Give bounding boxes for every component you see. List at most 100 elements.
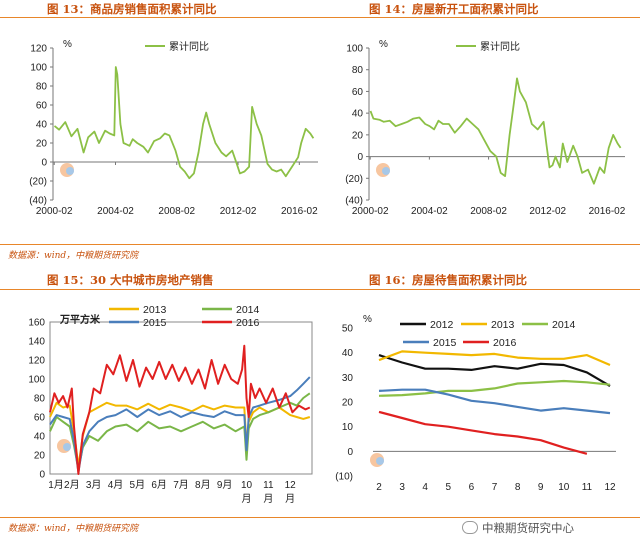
rule-mid-b bbox=[0, 289, 640, 290]
fig14-xtick-label: 2004-02 bbox=[411, 206, 448, 217]
fig16-xtick-label: 2 bbox=[376, 482, 382, 493]
fig16-legend-label-2016: 2016 bbox=[493, 337, 517, 349]
fig16-series-line-2012 bbox=[378, 354, 611, 387]
fig15-plot-frame bbox=[49, 321, 313, 475]
fig14-xtick-label: 2008-02 bbox=[470, 206, 507, 217]
fig16-ytick-label: 20 bbox=[342, 398, 354, 409]
fig16-series-line-2015 bbox=[378, 388, 611, 415]
fig16-xtick-label: 9 bbox=[538, 482, 544, 493]
fig15-xtick-label: 1月 bbox=[48, 479, 64, 491]
fig16-logo-icon-inner bbox=[376, 457, 384, 465]
fig15-xtick-label: 2月 bbox=[64, 479, 80, 491]
fig16-xtick-label: 4 bbox=[422, 482, 428, 493]
fig16-legend-label-2013: 2013 bbox=[491, 319, 515, 331]
fig13-ytick-label: 100 bbox=[30, 63, 47, 74]
fig16-title: 图 16：房屋待售面积累计同比 bbox=[369, 273, 528, 287]
fig14-ytick-label: 0 bbox=[357, 152, 363, 163]
fig14-ytick-label: (40) bbox=[345, 196, 363, 207]
fig16-ytick-label: 40 bbox=[342, 348, 354, 359]
fig15-ytick-label: 20 bbox=[34, 451, 46, 462]
wechat-icon bbox=[462, 521, 478, 534]
fig15-xtick-label: 8月 bbox=[195, 479, 211, 491]
fig16-series-line-2014 bbox=[378, 379, 611, 397]
fig15-ytick-label: 0 bbox=[39, 470, 45, 481]
rule-bottom bbox=[0, 517, 640, 518]
fig15-xtick-label: 月 bbox=[285, 493, 295, 505]
fig15-legend-label-2014: 2014 bbox=[236, 304, 260, 316]
fig13-ytick-label: 40 bbox=[36, 120, 48, 131]
fig15-chart: 160 140 120 100 80 60 40 20 0 万平方米 1月 2月 3月 4月 5月 6月 7月 8… bbox=[28, 304, 313, 505]
fig15-xtick-label: 9月 bbox=[217, 479, 233, 491]
fig14-chart: 100 80 60 40 20 0 (20) (40)2000-02 2004-02 2008-0… bbox=[345, 39, 626, 217]
fig15-xtick-label: 月 bbox=[242, 493, 252, 505]
fig16-ytick-label: 30 bbox=[342, 373, 354, 384]
fig14-ytick-label: 80 bbox=[352, 65, 364, 76]
fig14-xtick-label: 2000-02 bbox=[352, 206, 389, 217]
rule-mid-a bbox=[0, 244, 640, 245]
fig14-xtick-label: 2016-02 bbox=[589, 206, 626, 217]
fig13-xtick-label: 2000-02 bbox=[36, 206, 73, 217]
fig13-xtick-label: 2016-02 bbox=[281, 206, 318, 217]
fig16-legend-label-2012: 2012 bbox=[430, 319, 454, 331]
fig16-xtick-label: 12 bbox=[604, 482, 616, 493]
fig13-series-line bbox=[53, 66, 315, 180]
rule-top bbox=[0, 17, 640, 18]
fig15-xtick-label: 12 bbox=[285, 480, 297, 491]
fig13-ytick-label: 20 bbox=[36, 139, 48, 150]
fig16-xtick-label: 10 bbox=[558, 482, 570, 493]
fig16-y-unit: % bbox=[363, 314, 372, 325]
fig13-ytick-label: 80 bbox=[36, 82, 48, 93]
fig14-series-line bbox=[369, 77, 622, 185]
fig15-xtick-label: 4月 bbox=[108, 479, 124, 491]
fig13-ytick-label: (40) bbox=[29, 196, 47, 207]
fig14-ytick-label: 100 bbox=[346, 44, 363, 55]
fig13-xtick-label: 2012-02 bbox=[220, 206, 257, 217]
fig15-y-unit: 万平方米 bbox=[59, 313, 101, 326]
fig14-ytick-label: 20 bbox=[352, 130, 364, 141]
fig16-ytick-label: (10) bbox=[335, 472, 353, 483]
fig16-ytick-label: 10 bbox=[342, 422, 354, 433]
watermark-text: 中粮期货研究中心 bbox=[482, 521, 574, 535]
fig15-ytick-label: 60 bbox=[34, 413, 46, 424]
fig16-xtick-label: 8 bbox=[515, 482, 521, 493]
fig14-ytick-label: 60 bbox=[352, 87, 364, 98]
fig15-xtick-label: 3月 bbox=[86, 479, 102, 491]
fig15-xtick-label: 5月 bbox=[130, 479, 146, 491]
fig16-xtick-label: 5 bbox=[446, 482, 452, 493]
fig13-xtick-label: 2004-02 bbox=[97, 206, 134, 217]
fig15-ytick-label: 100 bbox=[28, 375, 45, 386]
fig14-logo-icon-inner bbox=[382, 167, 390, 175]
fig16-xtick-label: 3 bbox=[399, 482, 405, 493]
fig15-legend-label-2013: 2013 bbox=[143, 304, 167, 316]
source-note-bottom: 数据源：wind，中粮期货研究院 bbox=[8, 524, 139, 534]
fig13-logo-icon-inner bbox=[66, 167, 74, 175]
fig15-ytick-label: 140 bbox=[28, 337, 45, 348]
fig15-series-line-2016 bbox=[49, 344, 311, 475]
fig15-ytick-label: 80 bbox=[34, 394, 46, 405]
fig15-ytick-label: 160 bbox=[28, 318, 45, 329]
fig16-legend-label-2014: 2014 bbox=[552, 319, 576, 331]
fig15-xtick-label: 7月 bbox=[173, 479, 189, 491]
fig16-xtick-label: 6 bbox=[469, 482, 475, 493]
fig16-chart: 50 40 30 20 10 0 (10)% 2 3 4 5 6 7 8 9 10 11 12 2012 2013 20… bbox=[335, 314, 616, 493]
fig15-xtick-label: 10 bbox=[241, 480, 253, 491]
fig15-legend-label-2015: 2015 bbox=[143, 317, 167, 329]
fig13-ytick-label: 120 bbox=[30, 44, 47, 55]
fig15-xtick-label: 月 bbox=[263, 493, 273, 505]
fig15-legend-label-2016: 2016 bbox=[236, 317, 260, 329]
fig13-legend-label: 累计同比 bbox=[169, 40, 209, 53]
fig14-ytick-label: 40 bbox=[352, 109, 364, 120]
fig14-y-unit: % bbox=[379, 39, 388, 50]
fig16-legend-label-2015: 2015 bbox=[433, 337, 457, 349]
fig13-ytick-label: 0 bbox=[41, 158, 47, 169]
fig15-xtick-label: 11 bbox=[263, 480, 274, 491]
fig15-logo-icon-inner bbox=[63, 443, 71, 451]
fig15-xtick-label: 6月 bbox=[151, 479, 167, 491]
fig13-y-unit: % bbox=[63, 39, 72, 50]
fig15-ytick-label: 40 bbox=[34, 432, 46, 443]
fig16-ytick-label: 0 bbox=[347, 447, 353, 458]
fig16-ytick-label: 50 bbox=[342, 324, 354, 335]
fig16-series-line-2016 bbox=[378, 410, 588, 455]
fig14-xtick-label: 2012-02 bbox=[529, 206, 566, 217]
fig16-series-line-2013 bbox=[378, 350, 611, 367]
